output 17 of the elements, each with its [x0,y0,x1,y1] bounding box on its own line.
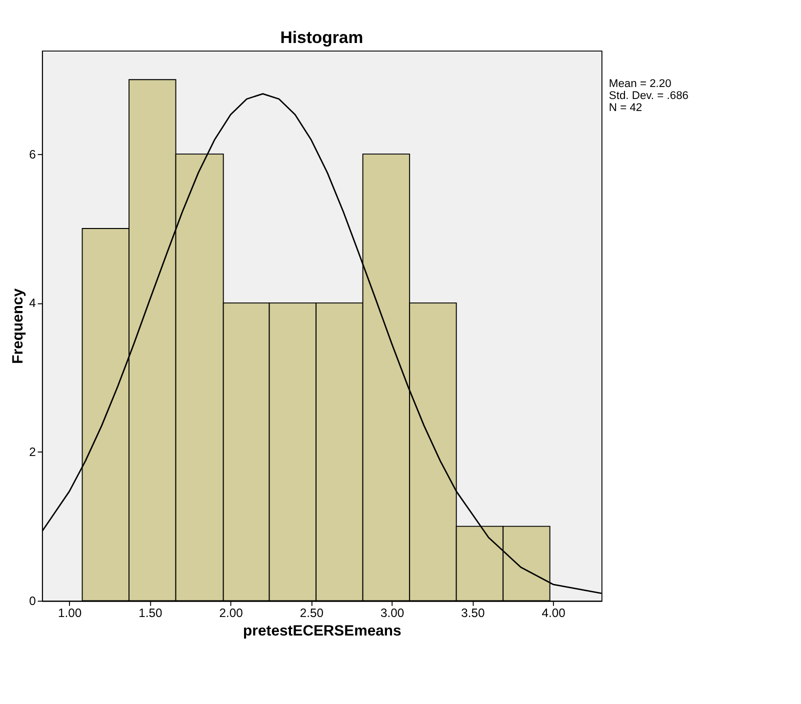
y-axis-title: Frequency [10,288,27,364]
y-tick-label: 0 [29,594,36,608]
x-tick-label: 4.00 [542,606,566,620]
y-tick-label: 6 [29,147,36,162]
x-tick-label: 3.00 [380,606,404,620]
x-tick-label: 1.00 [58,606,82,620]
y-tick-label: 4 [29,296,36,310]
x-tick-label: 3.50 [461,606,485,620]
text: N = 42 [608,102,642,114]
x-tick-label: 1.50 [138,606,162,620]
x-axis-title: pretestECERSEmeans [243,624,402,640]
chart-title: Histogram [280,28,364,48]
text: Std. Dev. = .686 [608,90,689,102]
y-tick-label: 2 [29,445,36,460]
text: Mean = 2.20 [608,78,672,90]
x-tick-label: 2.00 [219,606,244,620]
x-tick-label: 2.50 [300,606,324,620]
